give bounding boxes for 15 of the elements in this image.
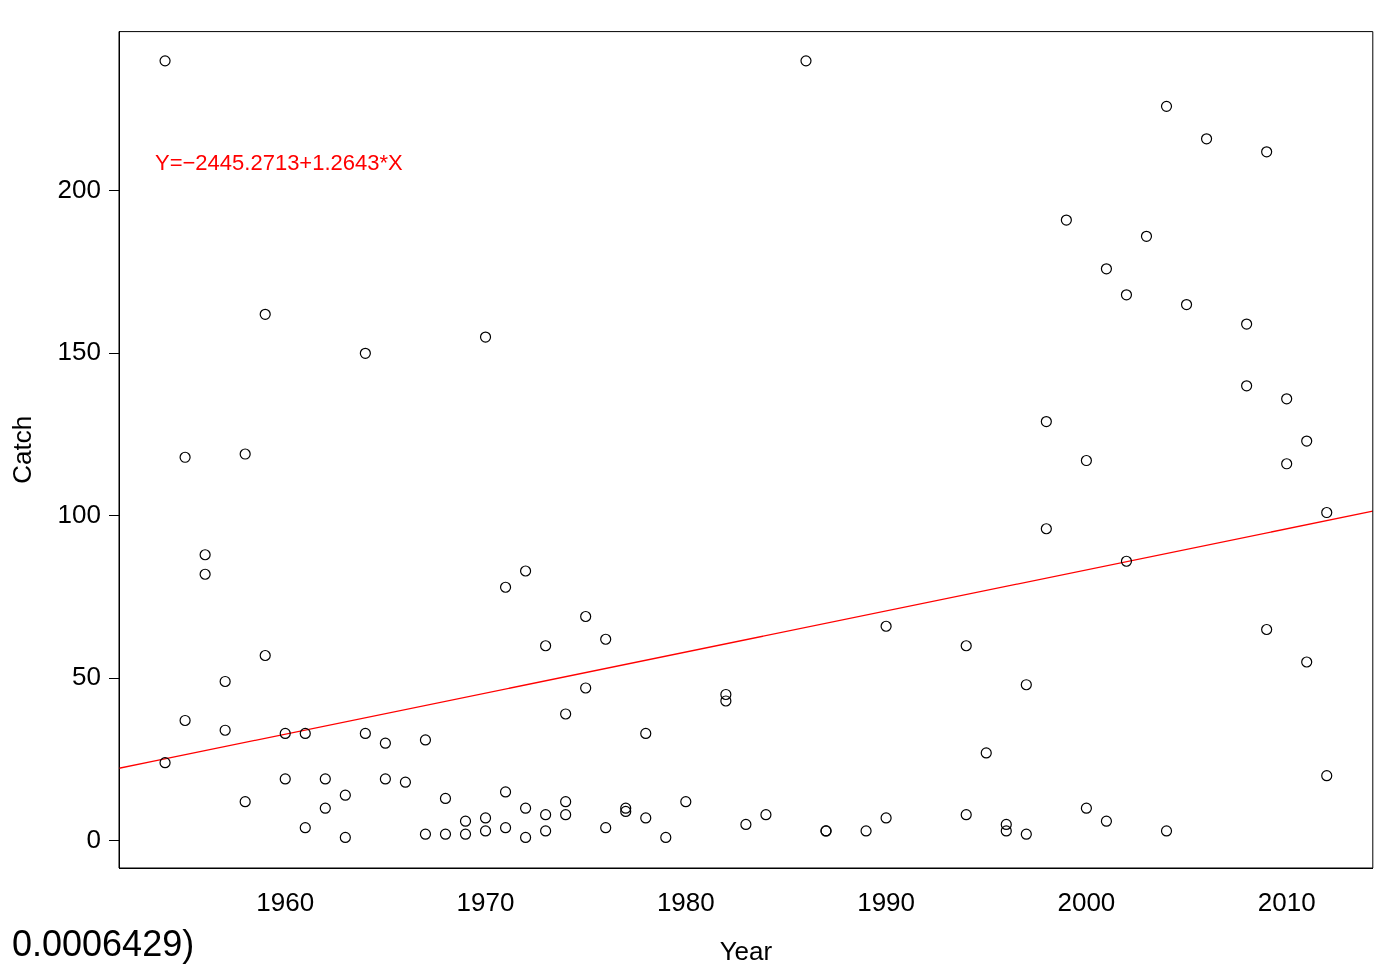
y-tick-label: 200 bbox=[57, 173, 101, 204]
y-tick-label: 50 bbox=[72, 661, 101, 692]
x-tick-label: 1990 bbox=[857, 886, 916, 917]
x-axis-title: Year bbox=[719, 935, 773, 966]
x-tick-label: 1960 bbox=[256, 886, 315, 917]
annotation: Y=−2445.2713+1.2643*X bbox=[155, 149, 404, 175]
y-tick-label: 150 bbox=[57, 336, 101, 367]
x-tick-label: 1970 bbox=[456, 886, 515, 917]
y-axis-title: Catch bbox=[6, 415, 37, 484]
text: 0.0006429) bbox=[12, 922, 195, 964]
x-tick-label: 1980 bbox=[656, 886, 715, 917]
x-tick-label: 2000 bbox=[1057, 886, 1116, 917]
x-tick-label: 2010 bbox=[1257, 886, 1316, 917]
y-tick-label: 0 bbox=[86, 823, 101, 854]
y-tick-label: 100 bbox=[57, 498, 101, 529]
